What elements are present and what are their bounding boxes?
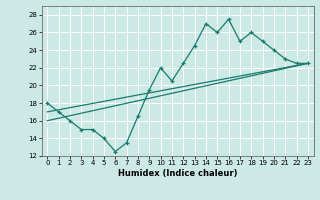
X-axis label: Humidex (Indice chaleur): Humidex (Indice chaleur): [118, 169, 237, 178]
